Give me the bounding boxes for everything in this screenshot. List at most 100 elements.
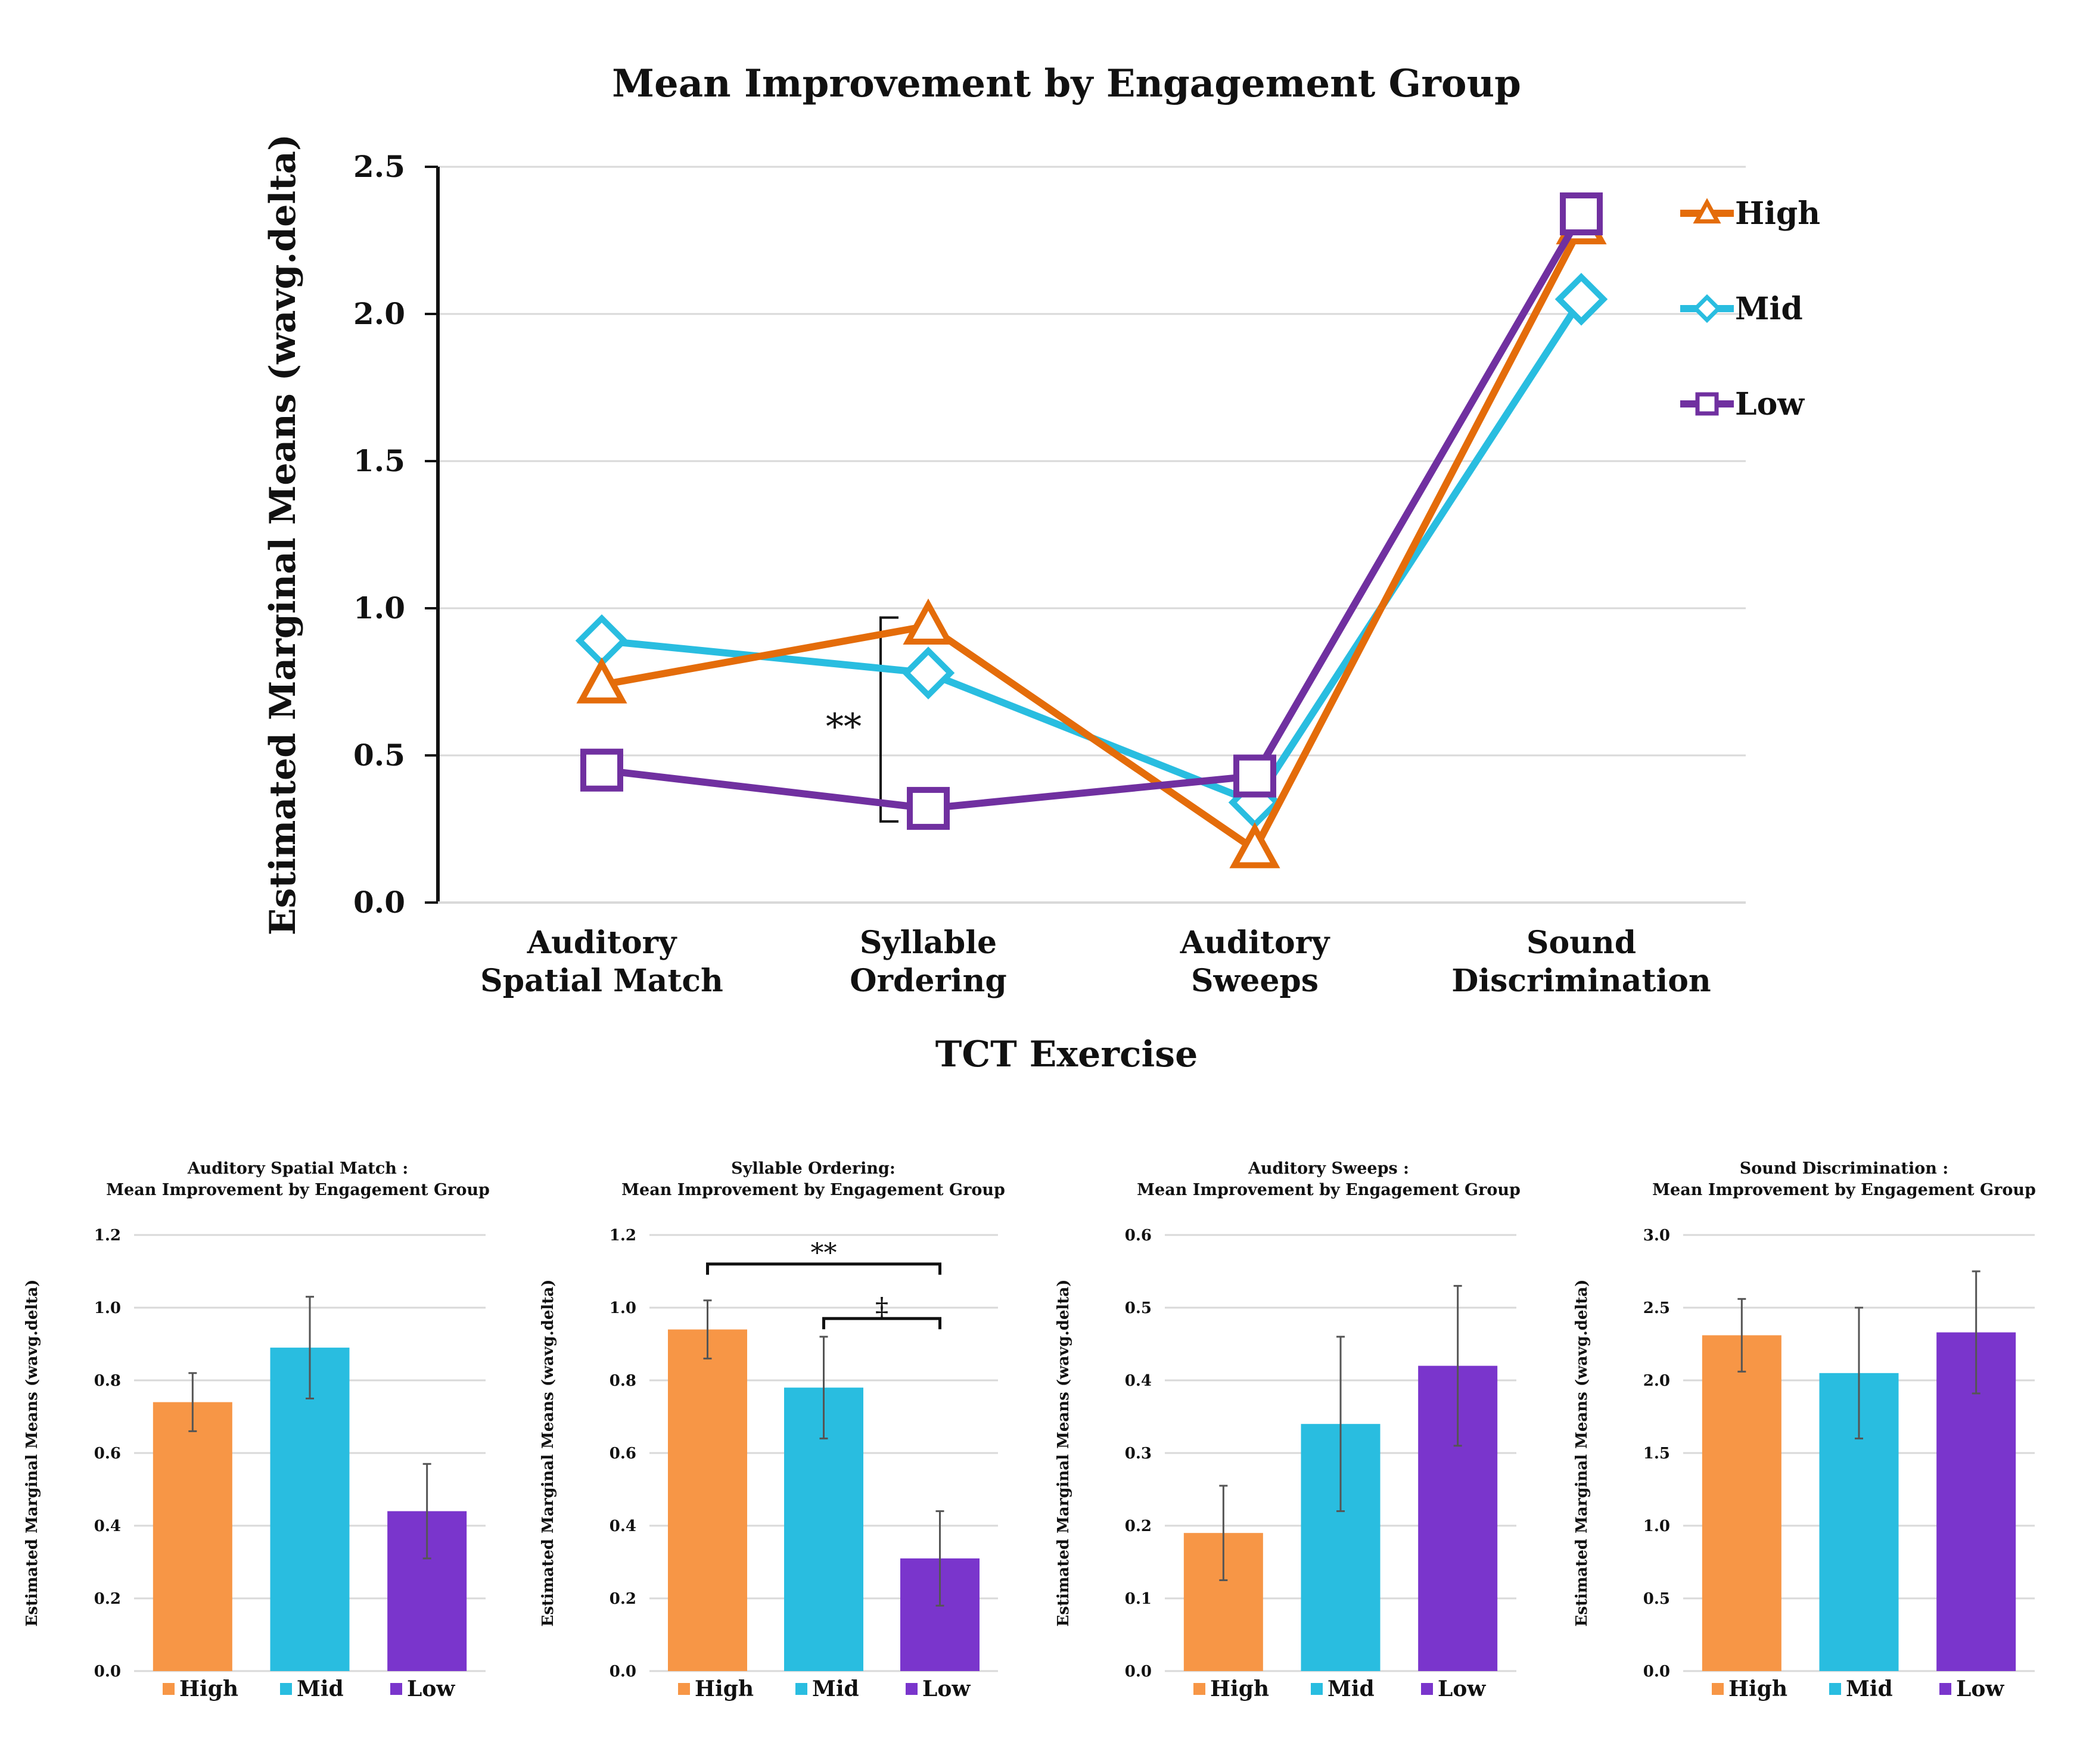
- legend-swatch-high: [1193, 1683, 1205, 1695]
- legend-swatch-mid: [1829, 1683, 1841, 1695]
- y-tick-label: 0.0: [1643, 1663, 1670, 1681]
- chart-title-line: Mean Improvement by Engagement Group: [621, 1181, 1005, 1199]
- point-low: [580, 748, 623, 792]
- series-line-mid: [601, 297, 1585, 807]
- legend-swatch-low: [906, 1683, 918, 1695]
- legend-label-high: High: [179, 1676, 238, 1701]
- legend-swatch-mid: [795, 1683, 807, 1695]
- legend-label-high: High: [1210, 1676, 1269, 1701]
- series-line-low: [601, 212, 1585, 812]
- legend-swatch-mid: [280, 1683, 292, 1695]
- legend-swatch-high: [163, 1683, 175, 1695]
- y-axis-title: Estimated Marginal Means (wavg.delta): [539, 1280, 557, 1627]
- y-tick-label: 3.0: [1643, 1227, 1670, 1245]
- y-tick-label: 1.0: [1643, 1517, 1670, 1535]
- significance-marker: **: [826, 706, 862, 748]
- significance-marker: **: [811, 1238, 837, 1268]
- y-tick-label: 2.0: [1643, 1372, 1670, 1390]
- chart-title-line: Auditory Spatial Match :: [187, 1159, 409, 1178]
- legend-label-low: Low: [922, 1676, 971, 1701]
- y-tick-label: 0.1: [1125, 1590, 1152, 1608]
- y-axis-title: Estimated Marginal Means (wavg.delta): [23, 1280, 41, 1627]
- x-tick-label-syllable-ordering: Syllable: [860, 925, 997, 961]
- point-high: [576, 657, 627, 704]
- bar-chart-auditory-sweeps: Auditory Sweeps : Mean Improvement by Eng…: [1055, 1159, 1521, 1701]
- y-tick-label: 1.5: [1643, 1445, 1670, 1463]
- legend-label-mid: Mid: [1846, 1676, 1893, 1701]
- y-tick-label: 0.5: [1125, 1299, 1152, 1317]
- point-mid: [575, 614, 629, 667]
- y-tick-label: 0.4: [1125, 1372, 1152, 1390]
- y-tick-label: 0.0: [610, 1663, 636, 1681]
- significance-bracket: [706, 1262, 941, 1275]
- legend-label-high: High: [1735, 195, 1820, 232]
- point-high: [903, 598, 954, 645]
- series-line-high: [601, 224, 1585, 854]
- bar-chart-sound-discrimination: Sound Discrimination : Mean Improvement b…: [1573, 1159, 2036, 1701]
- y-tick-label: 1.2: [610, 1227, 636, 1245]
- y-tick-label: 0.6: [94, 1445, 121, 1463]
- bar-mid: [270, 1348, 350, 1671]
- legend-label-high: High: [1728, 1676, 1787, 1701]
- significance-bracket: [822, 1317, 941, 1330]
- legend-swatch-low: [390, 1683, 402, 1695]
- chart-title-line: Mean Improvement by Engagement Group: [1137, 1181, 1521, 1199]
- chart-title-line: Syllable Ordering:: [731, 1159, 896, 1178]
- y-axis-title: Estimated Marginal Means (wavg.delta): [1573, 1280, 1591, 1627]
- y-tick-label: 0.4: [94, 1517, 121, 1535]
- y-tick-label: 1.0: [610, 1299, 636, 1317]
- legend-swatch-low: [1421, 1683, 1433, 1695]
- legend-label-mid: Mid: [1327, 1676, 1375, 1701]
- legend-swatch-mid: [1311, 1683, 1323, 1695]
- significance-marker: ‡: [875, 1292, 888, 1323]
- y-axis-title: Estimated Marginal Means (wavg.delta): [262, 134, 304, 935]
- y-tick-label: 1.0: [353, 590, 405, 626]
- bar-chart-auditory-spatial-match: Auditory Spatial Match : Mean Improvement…: [23, 1159, 490, 1701]
- point-low: [907, 786, 950, 830]
- legend-swatch-high: [678, 1683, 690, 1695]
- point-low: [1233, 754, 1276, 798]
- point-low: [1560, 192, 1603, 236]
- bar-high: [153, 1402, 232, 1671]
- x-axis-title: TCT Exercise: [935, 1034, 1198, 1075]
- point-high: [1229, 822, 1280, 869]
- legend-marker-mid: [1692, 294, 1722, 323]
- y-axis-title: Estimated Marginal Means (wavg.delta): [1055, 1280, 1072, 1627]
- x-tick-label-auditory-sweeps: Auditory: [1180, 925, 1330, 961]
- point-mid: [901, 646, 955, 699]
- main-line-chart: Mean Improvement by Engagement Group 0.0 0…: [262, 61, 1820, 1075]
- y-tick-label: 2.5: [353, 149, 405, 184]
- y-tick-label: 0.5: [1643, 1590, 1670, 1608]
- y-tick-label: 0.8: [610, 1372, 636, 1390]
- x-tick-label-syllable-ordering: Ordering: [850, 963, 1006, 999]
- legend-label-low: Low: [1438, 1676, 1486, 1701]
- chart-title-line: Mean Improvement by Engagement Group: [1652, 1181, 2036, 1199]
- y-tick-label: 1.0: [94, 1299, 121, 1317]
- chart-title-line: Auditory Sweeps :: [1248, 1159, 1409, 1178]
- main-chart-title: Mean Improvement by Engagement Group: [612, 61, 1521, 106]
- legend-label-mid: Mid: [812, 1676, 859, 1701]
- x-tick-label-sound-discrimination: Sound: [1526, 925, 1636, 961]
- y-tick-label: 0.3: [1125, 1445, 1152, 1463]
- y-tick-label: 0.6: [610, 1445, 636, 1463]
- y-tick-label: 0.2: [94, 1590, 121, 1608]
- legend-label-high: High: [695, 1676, 754, 1701]
- legend-marker-low: [1695, 392, 1719, 416]
- y-tick-label: 0.2: [610, 1590, 636, 1608]
- y-tick-label: 0.4: [610, 1517, 636, 1535]
- y-tick-label: 0.0: [94, 1663, 121, 1681]
- y-tick-label: 2.5: [1643, 1299, 1670, 1317]
- bar-high: [1702, 1335, 1781, 1671]
- legend-label-low: Low: [1735, 386, 1805, 422]
- legend-label-low: Low: [407, 1676, 455, 1701]
- y-tick-label: 2.0: [353, 296, 405, 331]
- bar-chart-syllable-ordering: Syllable Ordering: Mean Improvement by En…: [539, 1159, 1005, 1701]
- significance-bracket: [879, 616, 898, 823]
- chart-title-line: Mean Improvement by Engagement Group: [106, 1181, 490, 1199]
- legend-swatch-high: [1712, 1683, 1724, 1695]
- legend-label-low: Low: [1956, 1676, 2004, 1701]
- y-tick-label: 0.0: [353, 885, 405, 920]
- y-tick-label: 0.0: [1125, 1663, 1152, 1681]
- x-tick-label-auditory-sweeps: Sweeps: [1191, 963, 1319, 999]
